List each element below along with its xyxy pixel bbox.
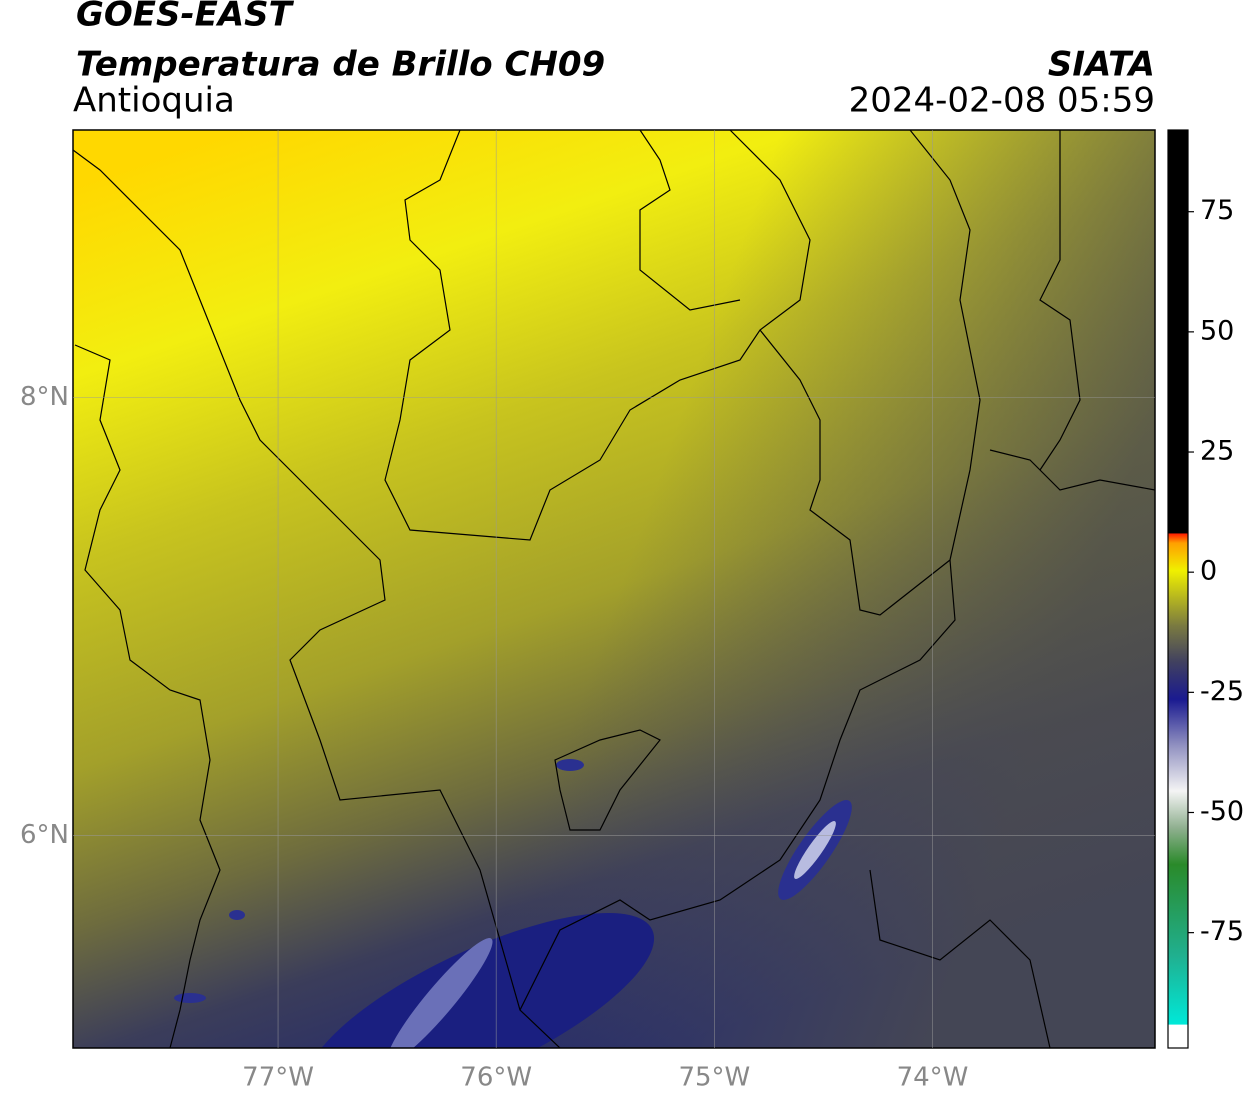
colorbar-tick-label: -25 bbox=[1200, 676, 1244, 707]
title: GOES-EAST bbox=[76, 0, 295, 35]
colorbar bbox=[1167, 129, 1189, 1049]
y-tick-label: 8°N bbox=[20, 382, 69, 412]
x-tick-label: 74°W bbox=[897, 1063, 969, 1093]
map-field bbox=[73, 130, 1155, 1048]
y-tick-label: 6°N bbox=[20, 820, 69, 850]
region: Antioquia bbox=[73, 81, 235, 121]
subtitle: Temperatura de Brillo CH09 bbox=[76, 45, 605, 85]
colorbar-tick-label: 0 bbox=[1200, 556, 1217, 587]
colorbar-tick-label: -50 bbox=[1200, 796, 1244, 827]
x-tick-label: 77°W bbox=[242, 1063, 314, 1093]
colorbar-tick-label: 25 bbox=[1200, 436, 1234, 467]
colorbar-tick-label: -75 bbox=[1200, 916, 1244, 947]
timestamp: 2024-02-08 05:59 bbox=[849, 81, 1155, 121]
x-tick-label: 75°W bbox=[678, 1063, 750, 1093]
colorbar-tick-label: 75 bbox=[1200, 195, 1234, 226]
x-tick-label: 76°W bbox=[460, 1063, 532, 1093]
colorbar-tick-label: 50 bbox=[1200, 315, 1234, 346]
map-frame bbox=[72, 129, 1156, 1049]
source: SIATA bbox=[1048, 45, 1155, 85]
